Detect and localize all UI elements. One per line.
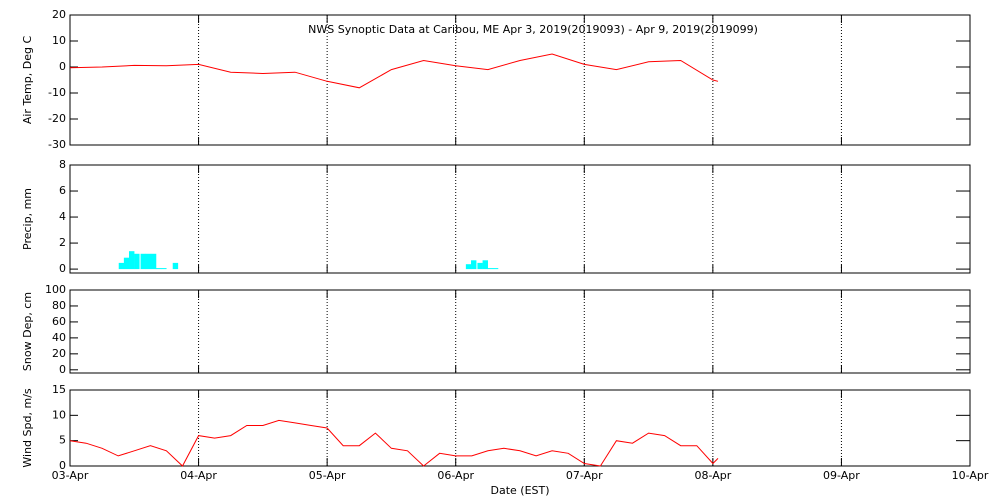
y-tick-label: 5 <box>59 434 66 447</box>
y-tick-label: 60 <box>52 315 66 328</box>
x-tick-label: 04-Apr <box>180 469 217 482</box>
chart-title: NWS Synoptic Data at Caribou, ME Apr 3, … <box>308 23 758 36</box>
y-tick-label: -20 <box>48 112 66 125</box>
y-tick-label: 20 <box>52 347 66 360</box>
y-tick-label: 0 <box>59 60 66 73</box>
x-tick-label: 06-Apr <box>437 469 474 482</box>
y-tick-label: 80 <box>52 299 66 312</box>
plot-frame <box>69 14 971 146</box>
y-tick-label: 15 <box>52 383 66 396</box>
y-axis-label: Wind Spd, m/s <box>21 388 34 468</box>
bar <box>492 268 499 270</box>
bar <box>172 262 179 270</box>
bar <box>465 264 472 270</box>
y-tick-label: 10 <box>52 34 66 47</box>
bar <box>123 257 130 270</box>
bar <box>140 253 146 270</box>
x-tick-label: 09-Apr <box>823 469 860 482</box>
data-line <box>69 419 719 467</box>
y-tick-label: 100 <box>45 283 66 296</box>
bar <box>161 268 167 270</box>
x-tick-label: 08-Apr <box>694 469 731 482</box>
plot-frame <box>69 164 971 274</box>
x-tick-label: 05-Apr <box>309 469 346 482</box>
y-tick-label: 2 <box>59 236 66 249</box>
bar <box>487 268 494 270</box>
y-axis-label: Precip, mm <box>21 188 34 250</box>
bar <box>145 253 152 270</box>
x-axis-label: Date (EST) <box>490 484 549 497</box>
y-tick-label: -30 <box>48 138 66 151</box>
data-line <box>69 53 719 89</box>
y-tick-label: 0 <box>59 262 66 275</box>
y-tick-label: 10 <box>52 408 66 421</box>
x-tick-label: 10-Apr <box>952 469 989 482</box>
bar <box>129 251 135 270</box>
plot-frame <box>69 389 971 467</box>
y-tick-label: -10 <box>48 86 66 99</box>
x-tick-label: 03-Apr <box>52 469 89 482</box>
bar <box>118 262 125 270</box>
y-tick-label: 40 <box>52 331 66 344</box>
y-tick-label: 6 <box>59 184 66 197</box>
y-tick-label: 4 <box>59 210 66 223</box>
bar <box>134 253 140 270</box>
bar <box>477 262 483 270</box>
y-tick-label: 0 <box>59 363 66 376</box>
bar <box>150 253 157 270</box>
y-tick-label: 0 <box>59 459 66 472</box>
bar <box>482 260 488 270</box>
bar <box>471 260 477 270</box>
x-tick-label: 07-Apr <box>566 469 603 482</box>
y-tick-label: 8 <box>59 158 66 171</box>
y-axis-label: Snow Dep, cm <box>21 292 34 371</box>
y-axis-label: Air Temp, Deg C <box>21 36 34 125</box>
plot-frame <box>69 289 971 374</box>
y-tick-label: 20 <box>52 8 66 21</box>
bar <box>156 268 162 270</box>
